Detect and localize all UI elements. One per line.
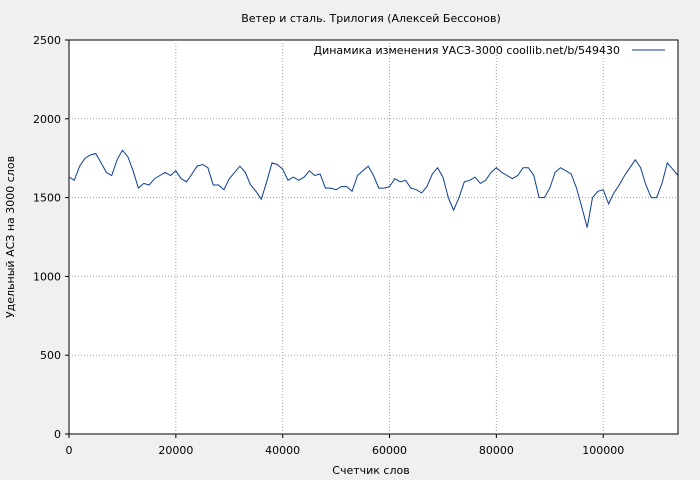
- y-tick-label: 2000: [33, 113, 61, 126]
- grid-lines: [69, 40, 678, 434]
- x-axis-label: Счетчик слов: [332, 464, 409, 477]
- y-axis-ticks: 0 500 1000 1500 2000 2500: [33, 34, 69, 441]
- x-tick-label: 100000: [582, 444, 624, 457]
- series-group: [68, 149, 679, 228]
- y-tick-label: 2500: [33, 34, 61, 47]
- y-axis-label: Удельный АСЗ на 3000 слов: [4, 156, 17, 318]
- x-tick-label: 40000: [265, 444, 300, 457]
- x-tick-label: 20000: [158, 444, 193, 457]
- y-tick-label: 1500: [33, 192, 61, 205]
- y-tick-label: 1000: [33, 270, 61, 283]
- plot-area: [68, 39, 679, 435]
- legend-label: Динамика изменения УАСЗ-3000 coollib.net…: [314, 44, 621, 57]
- series-line: [68, 149, 679, 228]
- x-axis-ticks: 0 20000 40000 60000 80000 100000: [66, 434, 624, 457]
- chart-title: Ветер и сталь. Трилогия (Алексей Бессоно…: [241, 12, 501, 25]
- x-tick-label: 60000: [372, 444, 407, 457]
- y-tick-label: 500: [40, 349, 61, 362]
- legend: Динамика изменения УАСЗ-3000 coollib.net…: [314, 44, 665, 57]
- x-tick-label: 80000: [479, 444, 514, 457]
- y-tick-label: 0: [54, 428, 61, 441]
- x-tick-label: 0: [66, 444, 73, 457]
